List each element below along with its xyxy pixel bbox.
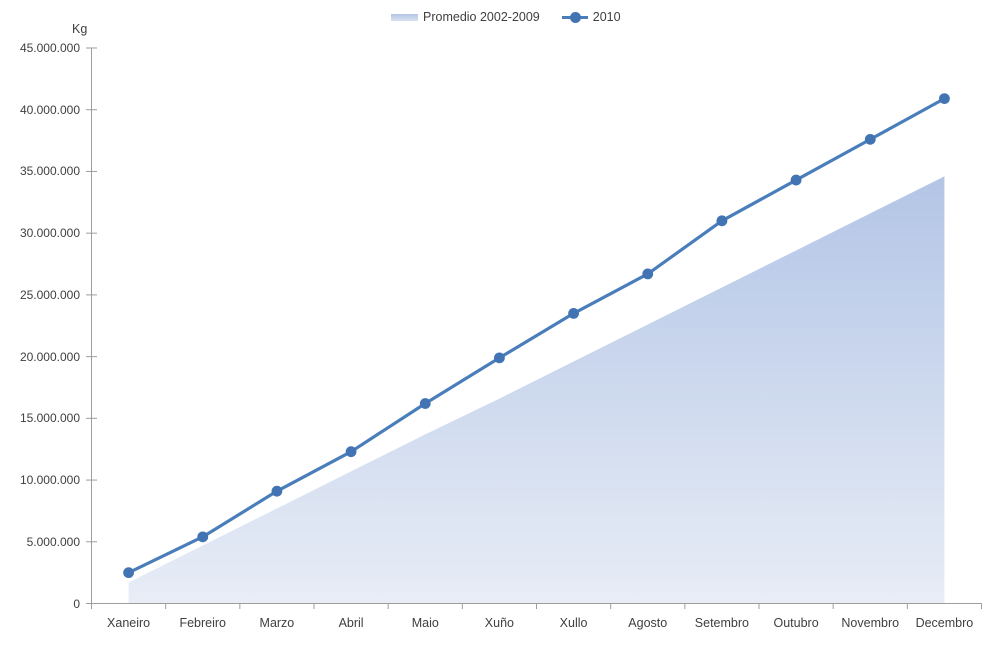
y-tick-label: 10.000.000: [19, 473, 80, 488]
y-axis-unit-label: Kg: [72, 22, 88, 36]
x-category-label: Maio: [411, 616, 439, 630]
x-category-label: Decembro: [915, 616, 974, 630]
y-tick-label: 30.000.000: [19, 226, 80, 241]
series-2010-marker: [568, 308, 579, 319]
x-category-label: Agosto: [628, 616, 668, 630]
series-2010-marker: [419, 398, 431, 409]
legend-label-promedio: Promedio 2002-2009: [423, 10, 540, 24]
series-2010-marker: [642, 268, 654, 280]
series-2010-marker: [716, 215, 728, 227]
x-category-label: Xaneiro: [107, 616, 151, 630]
y-tick-label: 25.000.000: [19, 287, 80, 302]
legend: Promedio 2002-2009 2010: [391, 7, 621, 27]
y-tick-label: 15.000.000: [19, 411, 80, 426]
series-2010-line: [126, 97, 947, 575]
series-2010-marker: [345, 446, 357, 458]
y-tick-label: 45.000.000: [19, 41, 80, 55]
series-2010-marker: [864, 133, 876, 145]
legend-label-2010: 2010: [592, 10, 621, 24]
x-category-label: Marzo: [259, 616, 295, 630]
series-2010-marker: [494, 352, 505, 364]
series-2010-marker: [939, 93, 950, 105]
marker-dot-icon: [569, 11, 581, 23]
x-category-label: Febreiro: [179, 616, 227, 630]
series-2010-marker: [197, 531, 209, 543]
legend-item-promedio: Promedio 2002-2009: [391, 10, 540, 24]
legend-item-2010: 2010: [561, 10, 621, 24]
x-category-label: Novembro: [841, 616, 900, 630]
x-category-label: Xuño: [484, 616, 514, 630]
y-tick-label: 40.000.000: [19, 102, 80, 117]
y-tick-label: 35.000.000: [19, 164, 80, 179]
y-tick-label: 5.000.000: [26, 534, 80, 549]
x-category-label: Outubro: [773, 616, 819, 630]
y-tick-label: 0: [73, 596, 80, 611]
area-series-swatch-icon: [391, 13, 418, 21]
y-tick-label: 20.000.000: [19, 349, 80, 364]
x-category-label: Setembro: [694, 616, 749, 630]
series-2010-marker: [271, 485, 283, 497]
x-category-label: Xullo: [559, 616, 588, 630]
series-2010-marker: [790, 174, 802, 186]
line-marker-swatch-icon: [561, 11, 588, 23]
promedio-area-series: [128, 176, 945, 604]
series-2010-marker: [123, 567, 134, 579]
x-category-label: Abril: [338, 616, 364, 630]
